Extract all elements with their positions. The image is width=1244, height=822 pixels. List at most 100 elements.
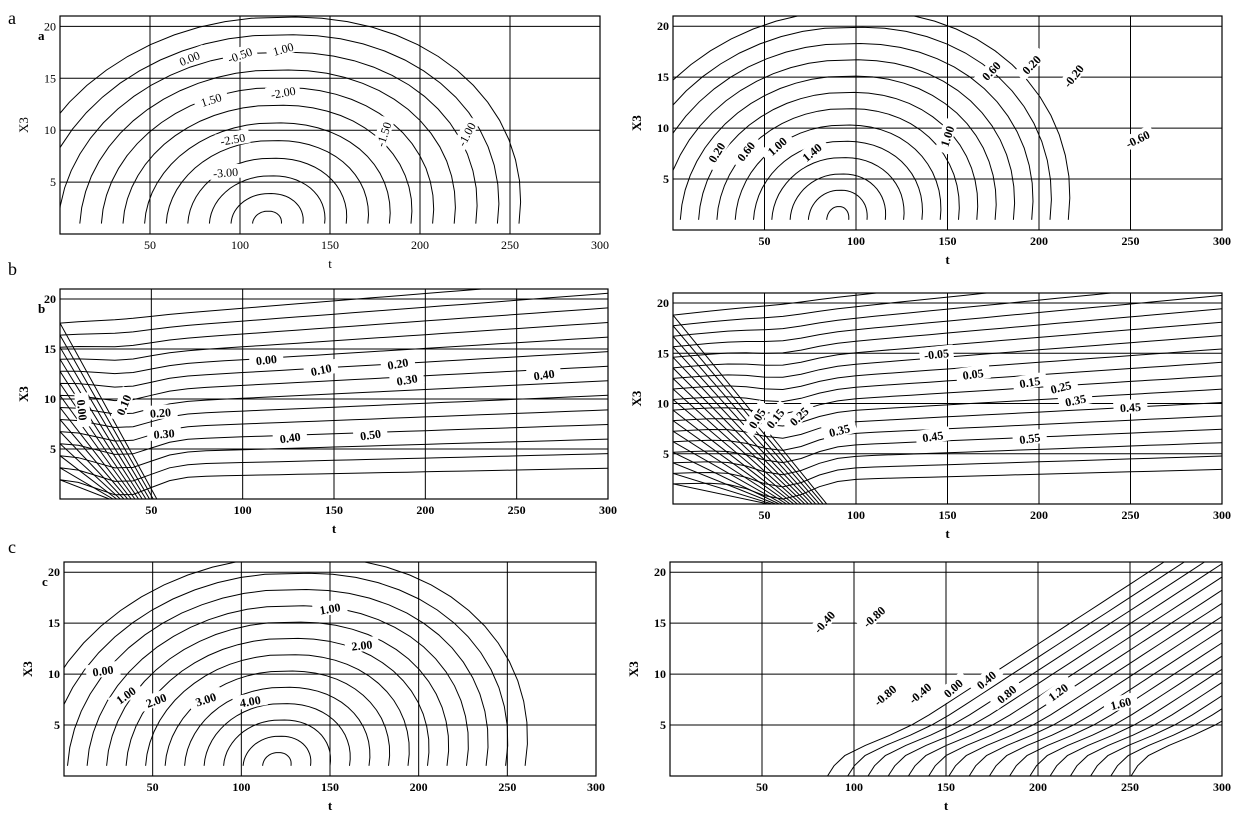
- contour-value-label: 0.00: [255, 352, 277, 368]
- x-tick-label: 200: [410, 780, 428, 794]
- contour-label-bg: [187, 686, 224, 711]
- x-tick-label: 250: [1122, 508, 1140, 522]
- contour-value-label: 4.00: [239, 693, 262, 710]
- contour-line: [86, 605, 469, 766]
- x-tick-label: 150: [321, 780, 339, 794]
- contour-line: [673, 293, 992, 504]
- contour-line: [771, 157, 905, 220]
- x-axis-label: t: [944, 798, 949, 813]
- contour-value-label: -2.50: [219, 130, 246, 148]
- y-tick-label: 20: [654, 565, 666, 579]
- x-tick-label: 200: [1029, 780, 1047, 794]
- contour-label-bg: [729, 133, 762, 169]
- contour-line: [847, 562, 1185, 776]
- y-axis-label: X3: [20, 661, 35, 677]
- x-tick-label: 300: [1213, 780, 1231, 794]
- contour-line: [807, 189, 868, 220]
- x-tick-label: 250: [1122, 234, 1140, 248]
- x-tick-label: 300: [591, 238, 609, 252]
- contour-panel-b-left: 50 100 150 200 250 300 5 10 15 20 t X3 b 0.00 0.10 0.20…: [16, 288, 617, 536]
- x-tick-label: 200: [411, 238, 429, 252]
- contour-line: [789, 173, 887, 220]
- contour-label-bg: [1011, 371, 1048, 392]
- contour-line: [673, 293, 881, 504]
- contour-line: [203, 703, 351, 766]
- contour-label-bg: [1039, 675, 1076, 708]
- x-tick-label: 200: [1030, 508, 1048, 522]
- contour-value-label: 1.00: [318, 600, 341, 617]
- x-tick-label: 250: [1121, 780, 1139, 794]
- contour-value-label: 2.00: [144, 690, 169, 710]
- x-tick-label: 300: [587, 780, 605, 794]
- contour-label-bg: [451, 115, 481, 153]
- contour-line: [100, 87, 435, 224]
- y-tick-label: 10: [657, 121, 669, 135]
- contour-label-bg: [214, 128, 251, 149]
- contour-label-bg: [170, 44, 208, 71]
- contour-value-label: -0.05: [923, 346, 949, 363]
- contour-label-bg: [968, 663, 1004, 696]
- panel-letter: b: [38, 301, 45, 316]
- contour-line: [60, 307, 608, 499]
- contour-line: [673, 321, 1222, 504]
- contour-label-bg: [758, 400, 791, 436]
- contour-line: [673, 442, 1222, 504]
- x-tick-label: 200: [1030, 234, 1048, 248]
- contour-label-bg: [759, 129, 794, 163]
- contour-value-label: 0.20: [386, 355, 409, 372]
- contour-line: [60, 292, 608, 499]
- contour-label-bg: [110, 386, 136, 424]
- row-label-b: b: [8, 259, 17, 279]
- contour-value-label: -3.00: [213, 165, 239, 181]
- y-tick-label: 5: [50, 442, 56, 456]
- contour-panel-b-right: 50 100 150 200 250 300 5 10 15 20 t X3 -0.05 0.05 0.15…: [629, 292, 1231, 541]
- y-axis-label: X3: [626, 661, 641, 677]
- contour-line: [60, 438, 608, 499]
- contour-label-bg: [388, 369, 425, 389]
- contour-label-bg: [142, 403, 178, 421]
- contour-value-label: 0.05: [962, 366, 985, 383]
- contour-line: [948, 602, 1222, 776]
- contour-line: [1009, 642, 1222, 776]
- contour-lines: [827, 562, 1222, 776]
- contour-label-bg: [955, 364, 991, 383]
- contour-label-bg: [988, 677, 1024, 710]
- contour-lines: [60, 289, 608, 499]
- x-tick-label: 50: [147, 780, 159, 794]
- contour-value-label: -2.00: [270, 84, 297, 102]
- contour-line: [968, 615, 1222, 776]
- x-axis-label: t: [945, 252, 950, 267]
- contour-label-bg: [973, 53, 1008, 88]
- contour-label-bg: [526, 364, 562, 384]
- x-axis-label: t: [328, 798, 333, 813]
- contour-value-label: 0.00: [74, 399, 90, 421]
- contour-line: [252, 210, 283, 224]
- contour-label-bg: [1112, 398, 1148, 415]
- contour-label-bg: [821, 418, 858, 441]
- x-tick-label: 150: [325, 503, 343, 517]
- contour-line: [1049, 668, 1222, 776]
- x-tick-label: 250: [508, 503, 526, 517]
- contour-value-label: 0.50: [359, 427, 382, 444]
- contour-label-bg: [914, 426, 951, 445]
- y-tick-label: 10: [654, 667, 666, 681]
- x-tick-label: 300: [599, 503, 617, 517]
- x-tick-label: 300: [1213, 508, 1231, 522]
- x-tick-label: 100: [232, 780, 250, 794]
- contour-value-label: 0.35: [828, 421, 852, 440]
- contour-label-bg: [264, 36, 302, 60]
- x-tick-label: 100: [231, 238, 249, 252]
- y-axis-label: X3: [629, 115, 644, 131]
- contour-line: [60, 16, 522, 224]
- contour-label-bg: [934, 117, 959, 155]
- row-label-c: c: [8, 537, 16, 557]
- contour-label-bg: [701, 133, 732, 171]
- contour-panel-c-left: 50 100 150 200 250 300 5 10 15 20 t X3 c 0.00 1.00 2.00…: [20, 561, 605, 813]
- y-tick-label: 20: [657, 296, 669, 310]
- contour-value-label: 0.15: [1018, 374, 1041, 391]
- contour-line: [230, 192, 304, 224]
- y-tick-label: 15: [48, 616, 60, 630]
- y-tick-label: 5: [663, 172, 669, 186]
